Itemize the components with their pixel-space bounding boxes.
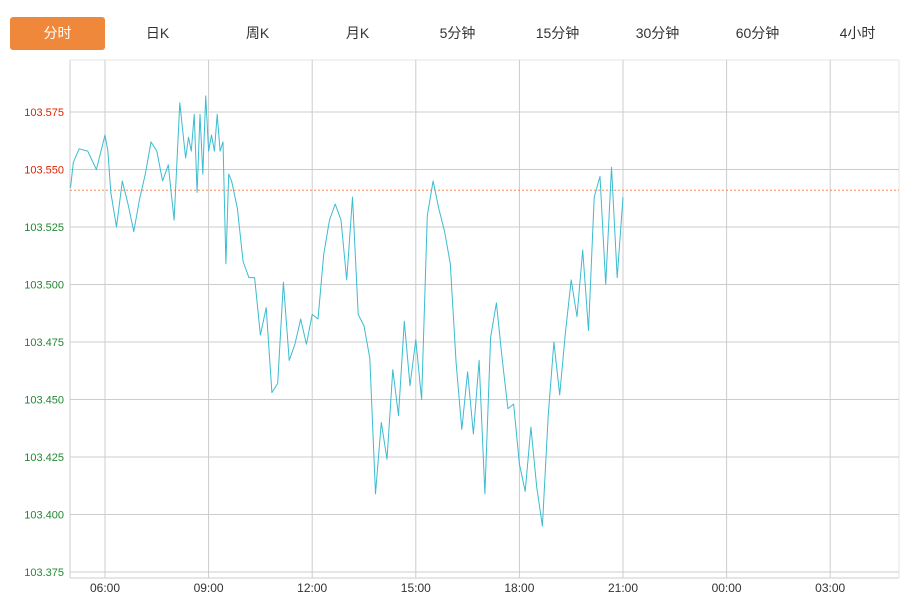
y-tick-label: 103.525: [24, 222, 64, 234]
tab-15min[interactable]: 15分钟: [535, 25, 580, 41]
tab-4hour[interactable]: 4小时: [839, 25, 876, 41]
tab-intraday[interactable]: 分时: [10, 17, 105, 50]
tab-weekly-k[interactable]: 周K: [245, 25, 270, 41]
tab-30min[interactable]: 30分钟: [635, 25, 680, 41]
x-tick-label: 21:00: [608, 581, 638, 595]
x-tick-label: 18:00: [504, 581, 534, 595]
y-tick-label: 103.425: [24, 452, 64, 464]
tab-60min[interactable]: 60分钟: [735, 25, 780, 41]
x-tick-label: 03:00: [815, 581, 845, 595]
tab-daily-k[interactable]: 日K: [145, 25, 170, 41]
x-tick-label: 12:00: [297, 581, 327, 595]
x-tick-label: 06:00: [90, 581, 120, 595]
y-tick-label: 103.550: [24, 165, 64, 177]
period-tabs: 分时 日K 周K 月K 5分钟 15分钟 30分钟 60分钟 4小时: [10, 17, 910, 50]
tab-monthly-k[interactable]: 月K: [345, 25, 370, 41]
price-line: [70, 95, 624, 527]
x-tick-label: 09:00: [194, 581, 224, 595]
tab-5min[interactable]: 5分钟: [439, 25, 476, 41]
y-tick-label: 103.400: [24, 510, 64, 522]
y-tick-label: 103.475: [24, 337, 64, 349]
y-tick-label: 103.575: [24, 107, 64, 119]
y-tick-label: 103.375: [24, 567, 64, 579]
x-tick-label: 15:00: [401, 581, 431, 595]
x-tick-label: 00:00: [712, 581, 742, 595]
y-tick-label: 103.450: [24, 395, 64, 407]
y-tick-label: 103.500: [24, 280, 64, 292]
